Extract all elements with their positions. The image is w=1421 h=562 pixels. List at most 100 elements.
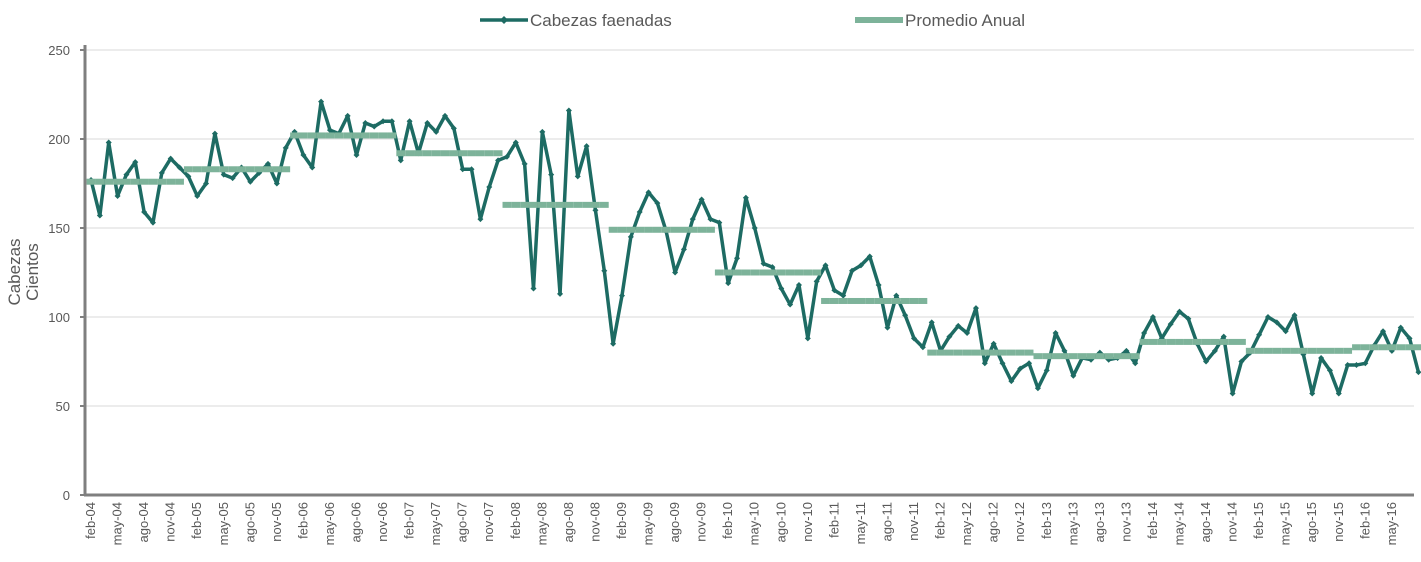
point-marker	[1380, 328, 1387, 335]
point-marker	[220, 171, 227, 178]
point-marker	[725, 280, 732, 287]
point-marker	[1052, 330, 1059, 337]
point-marker	[167, 155, 174, 162]
point-marker	[778, 285, 785, 292]
point-marker	[831, 287, 838, 294]
point-marker	[884, 324, 891, 331]
x-tick-label: may-15	[1278, 502, 1293, 545]
point-marker	[1034, 385, 1041, 392]
point-marker	[1238, 358, 1245, 365]
point-marker	[813, 278, 820, 285]
point-marker	[787, 301, 794, 308]
point-marker	[707, 216, 714, 223]
point-marker	[822, 262, 829, 269]
point-marker	[326, 127, 333, 134]
y-tick-label: 0	[63, 488, 70, 503]
x-tick-label: may-10	[747, 502, 762, 545]
point-marker	[477, 216, 484, 223]
point-marker	[441, 112, 448, 119]
x-tick-label: feb-06	[295, 502, 310, 539]
point-marker	[318, 98, 325, 105]
x-tick-label: ago-13	[1092, 502, 1107, 542]
point-marker	[141, 208, 148, 215]
point-marker	[503, 153, 510, 160]
point-marker	[194, 192, 201, 199]
point-marker	[919, 344, 926, 351]
point-marker	[105, 139, 112, 146]
point-marker	[211, 130, 218, 137]
point-marker	[1061, 347, 1068, 354]
x-tick-label: may-13	[1065, 502, 1080, 545]
x-tick-label: may-14	[1171, 502, 1186, 545]
point-marker	[964, 330, 971, 337]
point-marker	[229, 175, 236, 182]
point-marker	[521, 160, 528, 167]
point-marker	[353, 152, 360, 159]
x-tick-label: nov-08	[587, 502, 602, 542]
legend-marker	[500, 16, 508, 24]
x-tick-label: nov-07	[481, 502, 496, 542]
point-marker	[406, 118, 413, 125]
point-marker	[760, 260, 767, 267]
x-tick-label: may-11	[853, 502, 868, 544]
point-marker	[424, 119, 431, 126]
x-tick-label: may-07	[428, 502, 443, 545]
point-marker	[645, 189, 652, 196]
point-marker	[1415, 369, 1421, 376]
point-marker	[433, 128, 440, 135]
x-tick-label: nov-05	[269, 502, 284, 542]
point-marker	[176, 164, 183, 171]
x-tick-label: ago-07	[455, 502, 470, 542]
point-marker	[1026, 360, 1033, 367]
point-marker	[1185, 315, 1192, 322]
y-tick-label: 150	[48, 221, 70, 236]
point-marker	[495, 157, 502, 164]
point-marker	[1406, 335, 1413, 342]
point-marker	[946, 333, 953, 340]
point-marker	[1282, 328, 1289, 335]
point-marker	[1256, 331, 1263, 338]
x-tick-label: feb-08	[508, 502, 523, 539]
point-marker	[610, 340, 617, 347]
point-marker	[928, 319, 935, 326]
point-marker	[1229, 390, 1236, 397]
point-marker	[857, 262, 864, 269]
point-marker	[459, 166, 466, 173]
x-tick-label: nov-12	[1012, 502, 1027, 542]
y-axis-label: Cabezas	[5, 238, 24, 305]
point-marker	[795, 281, 802, 288]
point-marker	[1149, 314, 1156, 320]
point-marker	[1291, 312, 1298, 319]
point-marker	[672, 269, 679, 276]
x-tick-label: feb-09	[614, 502, 629, 539]
x-tick-label: ago-08	[561, 502, 576, 542]
point-marker	[1203, 358, 1210, 365]
point-marker	[893, 292, 900, 299]
x-tick-label: ago-06	[349, 502, 364, 542]
point-marker	[1176, 308, 1183, 315]
point-marker	[698, 196, 705, 203]
point-marker	[380, 118, 387, 125]
point-marker	[866, 253, 873, 260]
point-marker	[530, 285, 537, 292]
point-marker	[1273, 319, 1280, 326]
x-tick-label: nov-10	[800, 502, 815, 542]
point-marker	[486, 184, 493, 191]
x-tick-label: nov-13	[1118, 502, 1133, 542]
x-tick-label: nov-14	[1225, 502, 1240, 542]
x-tick-label: feb-16	[1357, 502, 1372, 539]
point-marker	[309, 164, 316, 171]
x-tick-label: may-09	[641, 502, 656, 545]
point-marker	[627, 233, 634, 240]
point-marker	[557, 290, 564, 297]
point-marker	[450, 125, 457, 132]
point-marker	[981, 360, 988, 367]
point-marker	[1211, 347, 1218, 354]
point-marker	[574, 173, 581, 180]
y-axis-label: Cientos	[23, 243, 42, 301]
legend-label: Promedio Anual	[905, 11, 1025, 30]
point-marker	[636, 208, 643, 215]
x-tick-label: feb-13	[1039, 502, 1054, 539]
point-marker	[1043, 367, 1050, 374]
